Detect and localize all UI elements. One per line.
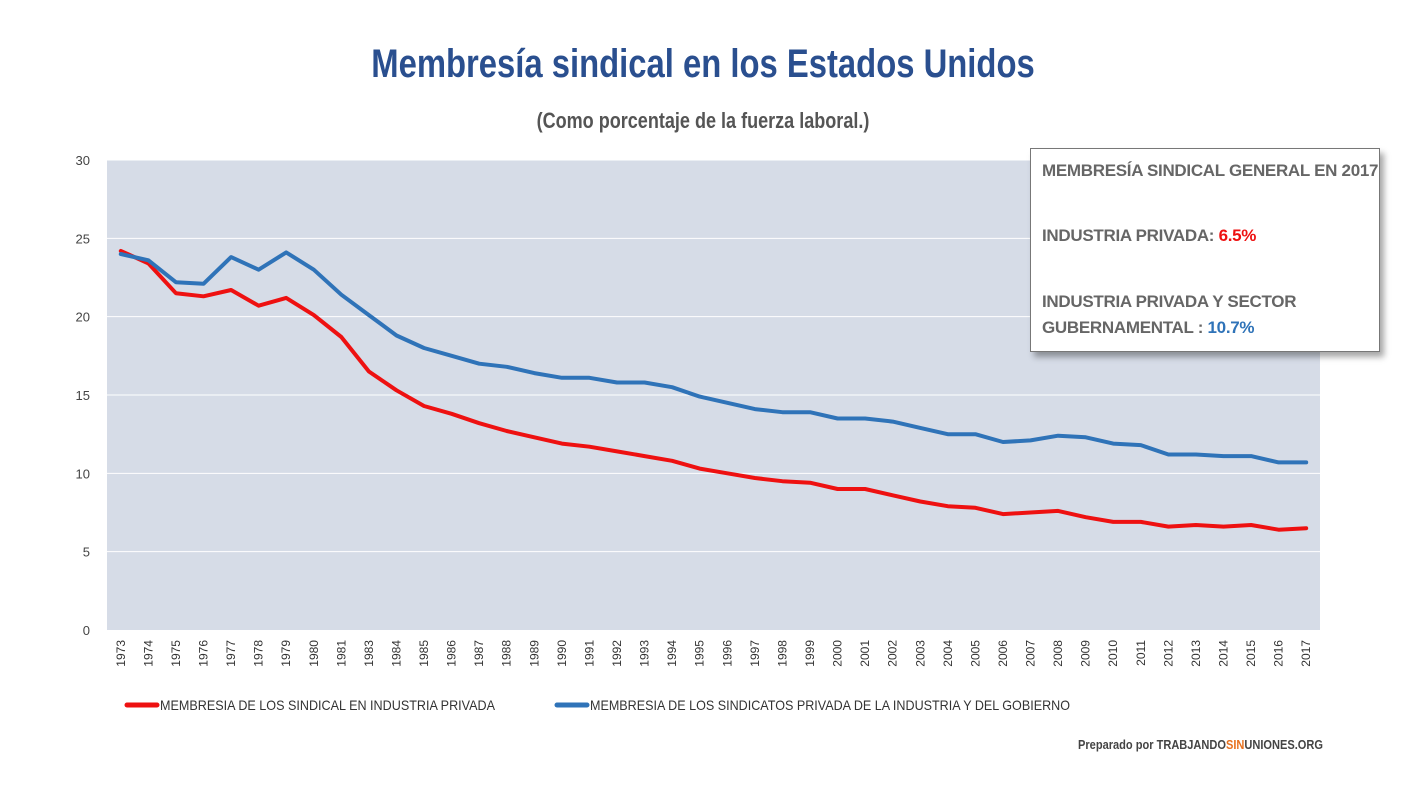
x-tick-label: 1994 xyxy=(665,640,679,667)
x-tick-label: 1989 xyxy=(527,640,541,667)
x-tick-label: 1980 xyxy=(307,640,321,667)
x-tick-label: 1987 xyxy=(472,640,486,667)
footer-credit-prefix: Preparado por TRABJANDO xyxy=(1078,737,1226,752)
x-tick-label: 1981 xyxy=(334,640,348,667)
y-axis-ticks: 0 5 10 15 20 25 30 xyxy=(76,153,90,638)
series-line-combined xyxy=(118,250,1309,465)
x-tick-label: 1977 xyxy=(224,640,238,667)
callout-private-value: 6.5% xyxy=(1218,226,1257,245)
x-tick-label: 1976 xyxy=(196,640,210,667)
series-line-private xyxy=(118,248,1309,532)
x-tick-label: 1985 xyxy=(417,640,431,667)
x-tick-label: 1992 xyxy=(610,640,624,667)
x-tick-label: 1974 xyxy=(141,640,155,667)
x-tick-label: 2010 xyxy=(1106,640,1120,667)
x-tick-label: 1995 xyxy=(693,640,707,667)
x-tick-label: 1988 xyxy=(500,640,514,667)
x-tick-label: 2002 xyxy=(886,640,900,667)
x-tick-label: 2000 xyxy=(831,640,845,667)
x-tick-label: 2017 xyxy=(1299,640,1313,667)
x-tick-label: 2015 xyxy=(1244,640,1258,667)
callout-heading: MEMBRESÍA SINDICAL GENERAL EN 2017 xyxy=(1042,161,1379,180)
x-axis-ticks: 1973 1974 1975 1976 1977 1978 1979 1980 1981 1983… xyxy=(114,640,1313,667)
x-tick-label: 1993 xyxy=(638,640,652,667)
y-tick-label: 25 xyxy=(76,231,90,246)
x-tick-label: 1973 xyxy=(114,640,128,667)
chart-title: Membresía sindical en los Estados Unidos xyxy=(371,42,1035,86)
x-tick-label: 2003 xyxy=(913,640,927,667)
x-tick-label: 2013 xyxy=(1189,640,1203,667)
x-tick-label: 2012 xyxy=(1161,640,1175,667)
x-tick-label: 1983 xyxy=(362,640,376,667)
x-tick-label: 2008 xyxy=(1051,640,1065,667)
y-tick-label: 30 xyxy=(76,153,90,168)
x-tick-label: 2007 xyxy=(1024,640,1038,667)
legend: MEMBRESIA DE LOS SINDICAL EN INDUSTRIA P… xyxy=(124,697,1070,713)
x-tick-label: 1996 xyxy=(720,640,734,667)
y-tick-label: 20 xyxy=(76,310,90,325)
x-tick-label: 1979 xyxy=(279,640,293,667)
y-tick-label: 15 xyxy=(76,388,90,403)
chart-subtitle: (Como porcentaje de la fuerza laboral.) xyxy=(536,108,870,133)
x-tick-label: 1990 xyxy=(555,640,569,667)
legend-label-combined: MEMBRESIA DE LOS SINDICATOS PRIVADA DE L… xyxy=(590,697,1070,713)
callout-combined-label-line1: INDUSTRIA PRIVADA Y SECTOR xyxy=(1042,292,1297,311)
x-tick-label: 1998 xyxy=(775,640,789,667)
series-lines xyxy=(118,248,1309,532)
callout-combined-label-line2: GUBERNAMENTAL : xyxy=(1042,318,1208,337)
x-tick-label: 1991 xyxy=(582,640,596,667)
x-tick-label: 1978 xyxy=(252,640,266,667)
x-tick-label: 1986 xyxy=(445,640,459,667)
x-tick-label: 1984 xyxy=(389,640,403,667)
x-tick-label: 1997 xyxy=(748,640,762,667)
x-tick-label: 2005 xyxy=(968,640,982,667)
y-tick-label: 5 xyxy=(83,545,90,560)
x-tick-label: 2016 xyxy=(1272,640,1286,667)
y-tick-label: 10 xyxy=(76,466,90,481)
legend-label-private: MEMBRESIA DE LOS SINDICAL EN INDUSTRIA P… xyxy=(160,697,496,713)
y-tick-label: 0 xyxy=(83,623,90,638)
footer-credit-suffix: UNIONES.ORG xyxy=(1244,737,1323,752)
x-tick-label: 2014 xyxy=(1217,640,1231,667)
summary-callout: MEMBRESÍA SINDICAL GENERAL EN 2017 INDUS… xyxy=(1030,148,1380,352)
footer-credit-highlight: SIN xyxy=(1225,737,1245,752)
x-tick-label: 1975 xyxy=(169,640,183,667)
x-tick-label: 2006 xyxy=(996,640,1010,667)
x-tick-label: 2004 xyxy=(941,640,955,667)
footer-credit: Preparado por TRABJANDOSINUNIONES.ORG xyxy=(1078,737,1323,752)
callout-private-label: INDUSTRIA PRIVADA: xyxy=(1042,226,1219,245)
callout-combined-row: INDUSTRIA PRIVADA Y SECTOR GUBERNAMENTAL … xyxy=(1042,289,1296,341)
x-tick-label: 2009 xyxy=(1079,640,1093,667)
x-tick-label: 2011 xyxy=(1134,640,1148,666)
x-tick-label: 1999 xyxy=(803,640,817,667)
x-tick-label: 2001 xyxy=(858,640,872,667)
callout-private-row: INDUSTRIA PRIVADA: 6.5% xyxy=(1042,226,1256,246)
callout-combined-value: 10.7% xyxy=(1207,318,1255,337)
